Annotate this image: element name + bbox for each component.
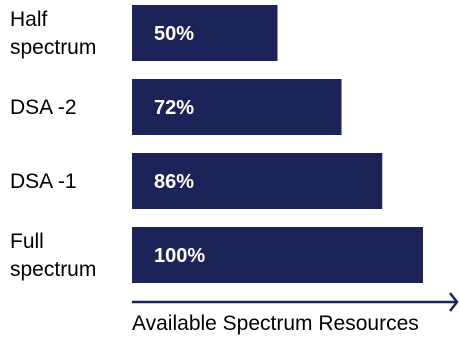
- category-label-0-line-1: spectrum: [10, 36, 96, 59]
- bar-data-label-0: 50%: [154, 23, 194, 45]
- bar-2: [132, 153, 383, 209]
- category-label-1: DSA -2: [10, 96, 77, 119]
- arrow-head-icon: [449, 292, 459, 312]
- bar-data-label-2: 86%: [154, 171, 194, 193]
- category-label-2: DSA -1: [10, 170, 77, 193]
- bar-0: [132, 5, 278, 61]
- category-label-0-line-0: Half: [10, 8, 48, 31]
- category-label-3-line-0: Full: [10, 230, 44, 253]
- category-labels: Half spectrum DSA -2 DSA -1 Full spectrum: [10, 8, 96, 281]
- x-axis-title: Available Spectrum Resources: [132, 312, 419, 335]
- category-label-3-line-1: spectrum: [10, 258, 96, 281]
- x-axis: Available Spectrum Resources: [132, 292, 459, 335]
- bar-data-label-1: 72%: [154, 97, 194, 119]
- bars: 50% 72% 86% 100%: [132, 5, 423, 283]
- bar-1: [132, 79, 342, 135]
- bar-data-label-3: 100%: [154, 245, 205, 267]
- bar-3: [132, 227, 423, 283]
